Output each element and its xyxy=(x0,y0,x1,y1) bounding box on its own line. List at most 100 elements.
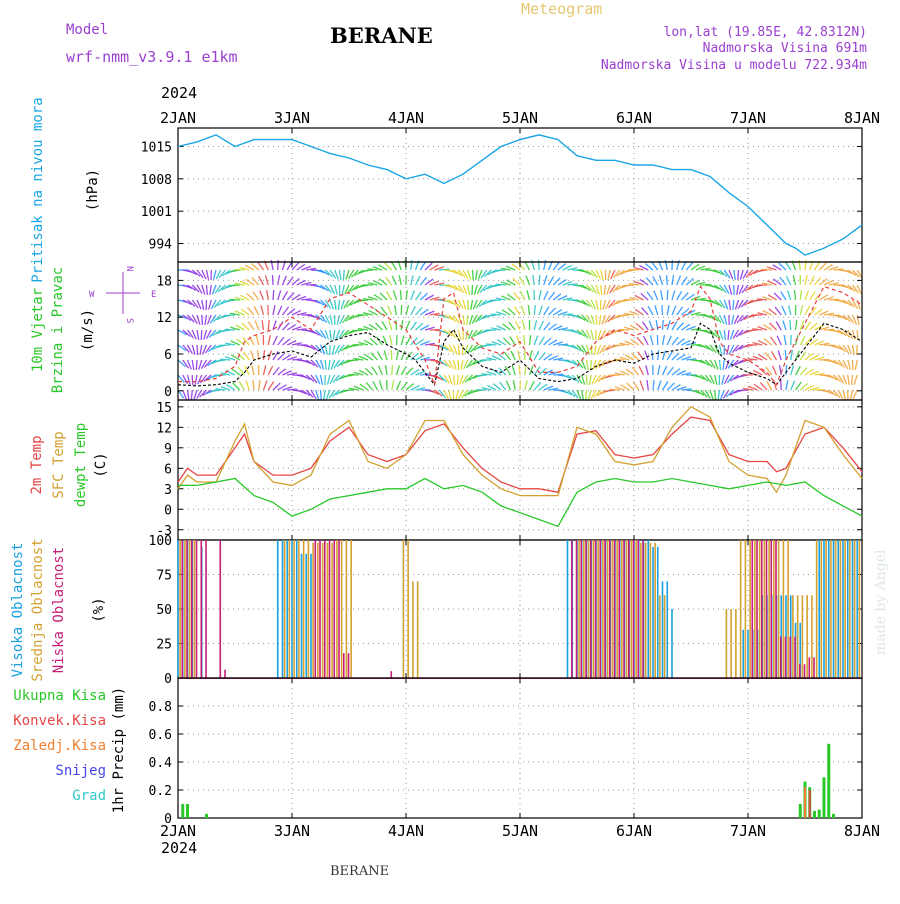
dewpt-axis-label: dewpt Temp xyxy=(73,423,89,507)
wind-arrow xyxy=(857,345,858,355)
wind-arrow xyxy=(774,380,777,390)
wind-arrow xyxy=(729,300,730,310)
wind-arrow xyxy=(534,336,537,345)
wind-arrow xyxy=(728,330,729,340)
wind-arrow xyxy=(790,320,791,330)
wind-arrow xyxy=(624,285,634,286)
wind-arrow xyxy=(462,345,463,355)
wind-arrow xyxy=(506,381,510,390)
wind-arrow xyxy=(604,285,605,295)
wind-arrow xyxy=(338,300,339,310)
wind-arrow xyxy=(268,335,270,345)
wind-arrow xyxy=(672,290,675,300)
wind-arrow xyxy=(406,290,407,300)
wind-arrow xyxy=(349,270,354,279)
wind-arrow xyxy=(220,330,230,332)
wind-arrow xyxy=(259,380,260,390)
wind-arrow xyxy=(230,285,240,286)
wind-arrow xyxy=(544,291,548,300)
x-tick-label-bottom: 3JAN xyxy=(274,822,310,840)
wind-arrow xyxy=(457,375,458,385)
wind-arrow xyxy=(511,351,515,360)
wind-arrow xyxy=(662,305,663,315)
y-tick-label: 9 xyxy=(164,442,172,457)
wind-arrow xyxy=(381,307,387,315)
wind-arrow xyxy=(524,335,525,345)
wind-arrow xyxy=(476,270,478,280)
cloud-unit-label: (%) xyxy=(91,597,107,622)
wind-arrow xyxy=(471,300,473,310)
wind-arrow xyxy=(392,380,394,390)
wind-arrow xyxy=(619,329,629,330)
wind-arrow xyxy=(325,360,326,370)
wind-arrow xyxy=(392,276,396,285)
wind-arrow xyxy=(661,290,663,300)
wind-arrow xyxy=(516,321,520,330)
y-tick-label: 1001 xyxy=(141,205,172,220)
wind-arrow xyxy=(400,290,401,300)
wind-arrow xyxy=(601,285,602,295)
wind-arrow xyxy=(268,366,272,375)
wind-arrow xyxy=(216,360,226,361)
wind-arrow xyxy=(848,360,851,370)
wind-arrow xyxy=(496,284,506,285)
wind-arrow xyxy=(210,285,211,295)
wind-arrow xyxy=(325,345,327,355)
wind-arrow xyxy=(397,381,401,390)
legend-snow: Snijeg xyxy=(55,763,106,779)
wind-arrow xyxy=(652,262,658,270)
bottom-year-label: 2024 xyxy=(161,839,197,857)
wind-arrow xyxy=(650,335,653,345)
footer-station: BERANE xyxy=(330,864,389,879)
wind-arrow xyxy=(330,315,332,325)
wind-arrow xyxy=(283,291,288,300)
sfctemp-axis-label: SFC Temp xyxy=(51,431,67,498)
wind-arrow xyxy=(596,300,598,310)
wind-arrow xyxy=(244,352,249,360)
wind-arrow xyxy=(777,336,781,345)
wind-arrow xyxy=(255,321,259,330)
compass-w: W xyxy=(89,290,95,300)
wind-arrow xyxy=(667,351,672,360)
wind-arrow xyxy=(724,315,726,325)
wind-arrow xyxy=(466,330,468,340)
wind-arrow xyxy=(587,315,592,324)
wind-arrow xyxy=(796,320,797,330)
wind-arrow xyxy=(401,351,405,360)
wind-arrow xyxy=(729,285,732,295)
wind-arrow xyxy=(342,285,344,295)
precip-total-bar xyxy=(818,810,821,818)
wind-arrow xyxy=(491,285,501,287)
wind-arrow xyxy=(667,336,671,345)
wind-arrow xyxy=(406,305,409,315)
wind-arrow xyxy=(800,290,801,300)
wind-arrow xyxy=(843,390,845,400)
x-tick-label-top: 3JAN xyxy=(274,109,310,127)
wind-arrow xyxy=(539,275,540,285)
legend-hail: Grad xyxy=(72,788,106,804)
wind-arrow xyxy=(781,292,786,300)
wind-arrow xyxy=(261,305,264,315)
wind-arrow xyxy=(663,382,668,390)
station-title: BERANE xyxy=(330,23,433,48)
wind-arrow xyxy=(496,270,506,271)
wind-arrow xyxy=(273,305,275,315)
wind-arrow xyxy=(521,306,524,315)
wind-arrow xyxy=(510,337,515,345)
wind-arrow xyxy=(757,270,767,271)
wind-arrow xyxy=(467,315,468,325)
x-tick-label-bottom: 5JAN xyxy=(502,822,538,840)
wind-arrow xyxy=(786,365,787,375)
wind-arrow xyxy=(349,374,359,375)
top-year-label: 2024 xyxy=(161,84,197,102)
wind-arrow xyxy=(259,276,264,285)
wind-arrow xyxy=(363,270,373,271)
wind-arrow xyxy=(534,351,539,360)
wind-arrow xyxy=(330,375,335,384)
wind-arrow xyxy=(737,285,739,295)
wind-arrow xyxy=(268,382,273,390)
wind-arrow xyxy=(843,360,848,369)
wind-arrow xyxy=(278,321,283,330)
wind-arrow xyxy=(539,306,542,315)
